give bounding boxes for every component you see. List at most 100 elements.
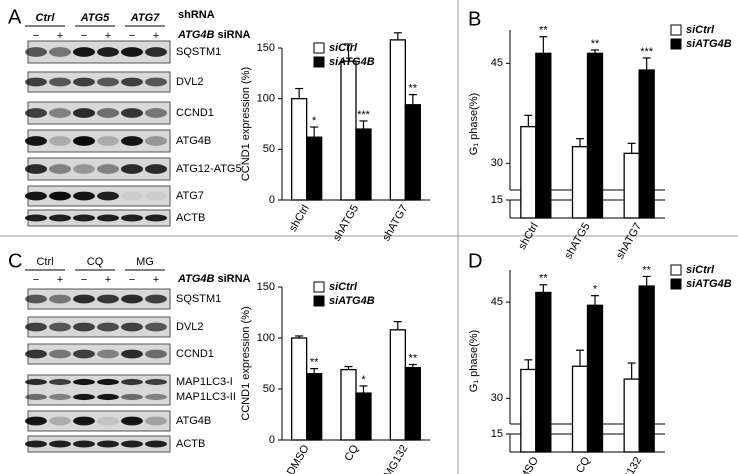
- blot-label: MAP1LC3-I: [176, 376, 233, 388]
- blot-band: [25, 378, 47, 386]
- blot-band: [49, 214, 71, 222]
- blot-band: [49, 136, 71, 146]
- blot-label: ATG4B: [176, 135, 211, 147]
- blot-band: [49, 440, 71, 448]
- bar: [291, 98, 308, 201]
- blot-label: ATG7: [176, 190, 204, 202]
- blot-band: [145, 136, 167, 146]
- significance: *: [361, 374, 366, 386]
- bar: [355, 128, 372, 201]
- y-tick-label: 0: [269, 434, 275, 446]
- panel-letter: C: [8, 250, 22, 272]
- blot-band: [73, 214, 95, 222]
- y-tick-label: 100: [257, 93, 275, 105]
- y-tick-label: 45: [491, 57, 503, 69]
- blot-label: CCND1: [176, 348, 214, 360]
- bar: [520, 126, 537, 219]
- y-tick-label: 15: [491, 428, 503, 440]
- lane-sign: −: [81, 274, 87, 286]
- blot-band: [49, 47, 71, 57]
- blot-band: [73, 164, 95, 174]
- blot-band: [145, 440, 167, 448]
- blot-band: [97, 214, 119, 222]
- blot-band: [25, 136, 47, 146]
- blot-row: [27, 374, 171, 406]
- blot-band: [97, 416, 119, 426]
- blot-band: [145, 349, 167, 359]
- blot-band: [25, 349, 47, 359]
- lane-group-label: MG: [136, 256, 154, 268]
- bar: [586, 304, 604, 453]
- blot-band: [73, 322, 95, 332]
- blot-band: [121, 416, 143, 426]
- blot-band: [25, 191, 47, 201]
- x-tick-label: MG132: [616, 455, 644, 474]
- blot-band: [121, 164, 143, 174]
- sirna-suffix: siRNA: [217, 29, 250, 41]
- blot-band: [73, 393, 95, 401]
- blot-label: ATG12-ATG5: [176, 163, 242, 175]
- blot-label: DVL2: [176, 76, 204, 88]
- sirna-gene: ATG4B: [177, 273, 215, 285]
- blot-label: ATG4B: [176, 415, 211, 427]
- sirna-gene: ATG4B: [177, 29, 215, 41]
- significance: ***: [357, 109, 371, 121]
- bar: [571, 365, 589, 453]
- x-tick-label: CQ: [574, 455, 593, 474]
- sirna-label: ATG4B siRNA: [177, 273, 251, 285]
- blot-band: [145, 214, 167, 222]
- bar: [535, 52, 552, 219]
- blot-band: [73, 349, 95, 359]
- blot-band: [49, 378, 71, 386]
- blot-band: [121, 77, 143, 87]
- blot-band: [73, 77, 95, 87]
- blot-band: [97, 164, 119, 174]
- legend-swatch: [670, 38, 682, 50]
- blot-band: [73, 108, 95, 118]
- legend-swatch: [670, 264, 682, 276]
- blot-band: [25, 440, 47, 448]
- blot-band: [73, 440, 95, 448]
- blot-band: [49, 164, 71, 174]
- lane-group-label: CQ: [87, 256, 104, 268]
- bar: [623, 152, 640, 219]
- significance: *: [312, 115, 317, 127]
- x-tick-label: DMSO: [514, 455, 541, 474]
- x-tick-label: CQ: [342, 443, 361, 464]
- significance: **: [591, 38, 600, 50]
- blot-band: [121, 349, 143, 359]
- legend-swatch: [313, 281, 325, 293]
- bar: [306, 373, 323, 441]
- y-tick-label: 100: [257, 332, 275, 344]
- y-tick-label: 150: [257, 281, 275, 293]
- significance: **: [409, 352, 418, 364]
- y-axis-label: G₁ phase(%): [468, 330, 480, 392]
- blot-band: [145, 322, 167, 332]
- lane-sign: +: [105, 274, 111, 286]
- x-tick-label: shCtrl: [287, 203, 312, 234]
- blot-band: [49, 322, 71, 332]
- y-axis-label: CCND1 expression (%): [240, 306, 252, 420]
- bar: [404, 366, 421, 441]
- blot-band: [49, 294, 71, 304]
- blot-band: [73, 378, 95, 386]
- lane-sign: −: [33, 274, 39, 286]
- blot-band: [25, 416, 47, 426]
- lane-sign: −: [33, 30, 39, 42]
- blot-band: [121, 214, 143, 222]
- y-tick-label: 15: [491, 194, 503, 206]
- blot-band: [49, 191, 71, 201]
- blot-band: [49, 393, 71, 401]
- bar: [535, 291, 552, 453]
- blot-band: [145, 47, 167, 57]
- legend-label: siCtrl: [329, 42, 358, 54]
- bar: [623, 378, 640, 453]
- blot-band: [121, 440, 143, 448]
- significance: **: [409, 83, 418, 95]
- legend-label: siCtrl: [686, 264, 715, 276]
- blot-label: MAP1LC3-II: [176, 391, 236, 403]
- y-tick-label: 150: [257, 42, 275, 54]
- blot-band: [145, 393, 167, 401]
- blot-band: [145, 378, 167, 386]
